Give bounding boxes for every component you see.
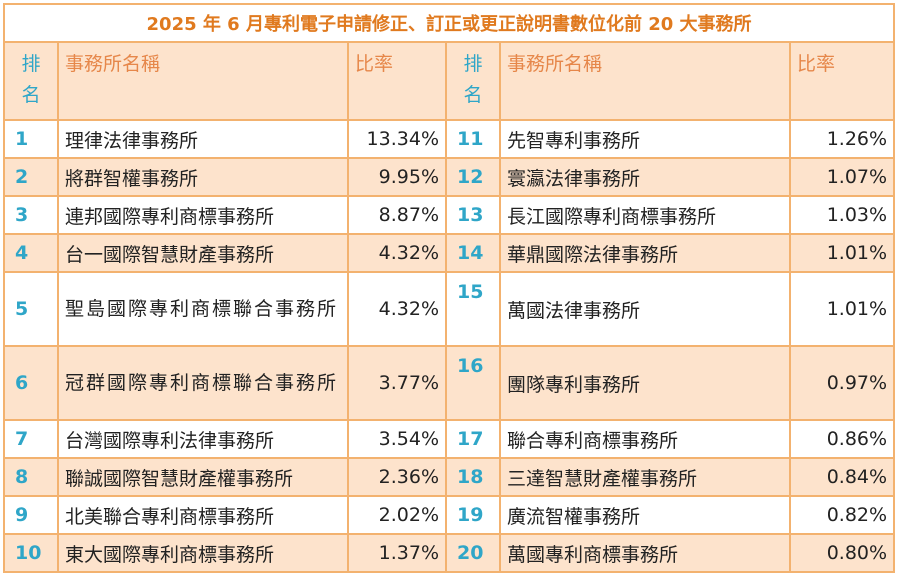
- ratio-cell: 3.54%: [348, 420, 446, 458]
- ratio-cell: 13.34%: [348, 120, 446, 158]
- ratio-header-right: 比率: [790, 42, 894, 120]
- rank-cell: 6: [4, 346, 58, 420]
- ratio-cell: 2.02%: [348, 496, 446, 534]
- table-row: 8 聯誠國際智慧財產權事務所 2.36% 18 三達智慧財產權事務所 0.84%: [4, 458, 894, 496]
- ratio-cell: 0.97%: [790, 346, 894, 420]
- table-row: 10 東大國際專利商標事務所 1.37% 20 萬國專利商標事務所 0.80%: [4, 534, 894, 572]
- rank-cell: 19: [446, 496, 500, 534]
- rank-cell: 1: [4, 120, 58, 158]
- rank-cell: 5: [4, 272, 58, 346]
- ratio-cell: 1.07%: [790, 158, 894, 196]
- firm-name-cell: 北美聯合專利商標事務所: [58, 496, 348, 534]
- firm-name-cell: 聖島國際專利商標聯合事務所: [58, 272, 348, 346]
- firm-name-cell: 台灣國際專利法律事務所: [58, 420, 348, 458]
- name-header-right: 事務所名稱: [500, 42, 790, 120]
- firm-name-cell: 先智專利事務所: [500, 120, 790, 158]
- rank-cell: 20: [446, 534, 500, 572]
- ratio-cell: 1.26%: [790, 120, 894, 158]
- rank-cell: 17: [446, 420, 500, 458]
- table-row: 9 北美聯合專利商標事務所 2.02% 19 廣流智權事務所 0.82%: [4, 496, 894, 534]
- rank-cell: 15: [446, 272, 500, 346]
- ratio-cell: 8.87%: [348, 196, 446, 234]
- rank-cell: 3: [4, 196, 58, 234]
- rank-cell: 8: [4, 458, 58, 496]
- ratio-cell: 4.32%: [348, 272, 446, 346]
- table-row: 4 台一國際智慧財產事務所 4.32% 14 華鼎國際法律事務所 1.01%: [4, 234, 894, 272]
- firm-name-cell: 東大國際專利商標事務所: [58, 534, 348, 572]
- firm-name-cell: 台一國際智慧財產事務所: [58, 234, 348, 272]
- firm-name-cell: 連邦國際專利商標事務所: [58, 196, 348, 234]
- rank-cell: 10: [4, 534, 58, 572]
- table-row: 7 台灣國際專利法律事務所 3.54% 17 聯合專利商標事務所 0.86%: [4, 420, 894, 458]
- firm-name-cell: 聯誠國際智慧財產權事務所: [58, 458, 348, 496]
- ranking-table: 2025 年 6 月專利電子申請修正、訂正或更正說明書數位化前 20 大事務所 …: [3, 3, 895, 573]
- ratio-cell: 3.77%: [348, 346, 446, 420]
- rank-cell: 18: [446, 458, 500, 496]
- firm-name-cell: 理律法律事務所: [58, 120, 348, 158]
- rank-cell: 16: [446, 346, 500, 420]
- firm-name-cell: 華鼎國際法律事務所: [500, 234, 790, 272]
- rank-cell: 7: [4, 420, 58, 458]
- firm-name-cell: 萬國專利商標事務所: [500, 534, 790, 572]
- rank-header-char1: 排: [21, 53, 40, 75]
- table-row: 1 理律法律事務所 13.34% 11 先智專利事務所 1.26%: [4, 120, 894, 158]
- table-row: 2 將群智權事務所 9.95% 12 寰瀛法律事務所 1.07%: [4, 158, 894, 196]
- firm-name-cell: 聯合專利商標事務所: [500, 420, 790, 458]
- rank-header-char1: 排: [463, 53, 482, 75]
- name-header-left: 事務所名稱: [58, 42, 348, 120]
- table-row: 5 聖島國際專利商標聯合事務所 4.32% 15 萬國法律事務所 1.01%: [4, 272, 894, 346]
- ratio-cell: 1.01%: [790, 272, 894, 346]
- firm-name-cell: 團隊專利事務所: [500, 346, 790, 420]
- firm-name-cell: 廣流智權事務所: [500, 496, 790, 534]
- rank-header-right: 排名: [446, 42, 500, 120]
- ratio-cell: 0.82%: [790, 496, 894, 534]
- ratio-cell: 1.03%: [790, 196, 894, 234]
- rank-cell: 14: [446, 234, 500, 272]
- firm-name-cell: 長江國際專利商標事務所: [500, 196, 790, 234]
- ratio-cell: 4.32%: [348, 234, 446, 272]
- ratio-cell: 1.01%: [790, 234, 894, 272]
- rank-cell: 9: [4, 496, 58, 534]
- ratio-header-left: 比率: [348, 42, 446, 120]
- rank-header-char2: 名: [21, 84, 40, 106]
- firm-name-cell: 冠群國際專利商標聯合事務所: [58, 346, 348, 420]
- table-title: 2025 年 6 月專利電子申請修正、訂正或更正說明書數位化前 20 大事務所: [4, 4, 894, 42]
- rank-cell: 4: [4, 234, 58, 272]
- firm-name-cell: 三達智慧財產權事務所: [500, 458, 790, 496]
- ratio-cell: 2.36%: [348, 458, 446, 496]
- rank-cell: 2: [4, 158, 58, 196]
- rank-cell: 11: [446, 120, 500, 158]
- table-row: 6 冠群國際專利商標聯合事務所 3.77% 16 團隊專利事務所 0.97%: [4, 346, 894, 420]
- firm-name-cell: 寰瀛法律事務所: [500, 158, 790, 196]
- ratio-cell: 9.95%: [348, 158, 446, 196]
- rank-header-char2: 名: [463, 84, 482, 106]
- rank-cell: 12: [446, 158, 500, 196]
- ratio-cell: 0.80%: [790, 534, 894, 572]
- ratio-cell: 0.84%: [790, 458, 894, 496]
- ratio-cell: 1.37%: [348, 534, 446, 572]
- rank-header-left: 排名: [4, 42, 58, 120]
- table-row: 3 連邦國際專利商標事務所 8.87% 13 長江國際專利商標事務所 1.03%: [4, 196, 894, 234]
- firm-name-cell: 將群智權事務所: [58, 158, 348, 196]
- firm-name-cell: 萬國法律事務所: [500, 272, 790, 346]
- rank-cell: 13: [446, 196, 500, 234]
- ratio-cell: 0.86%: [790, 420, 894, 458]
